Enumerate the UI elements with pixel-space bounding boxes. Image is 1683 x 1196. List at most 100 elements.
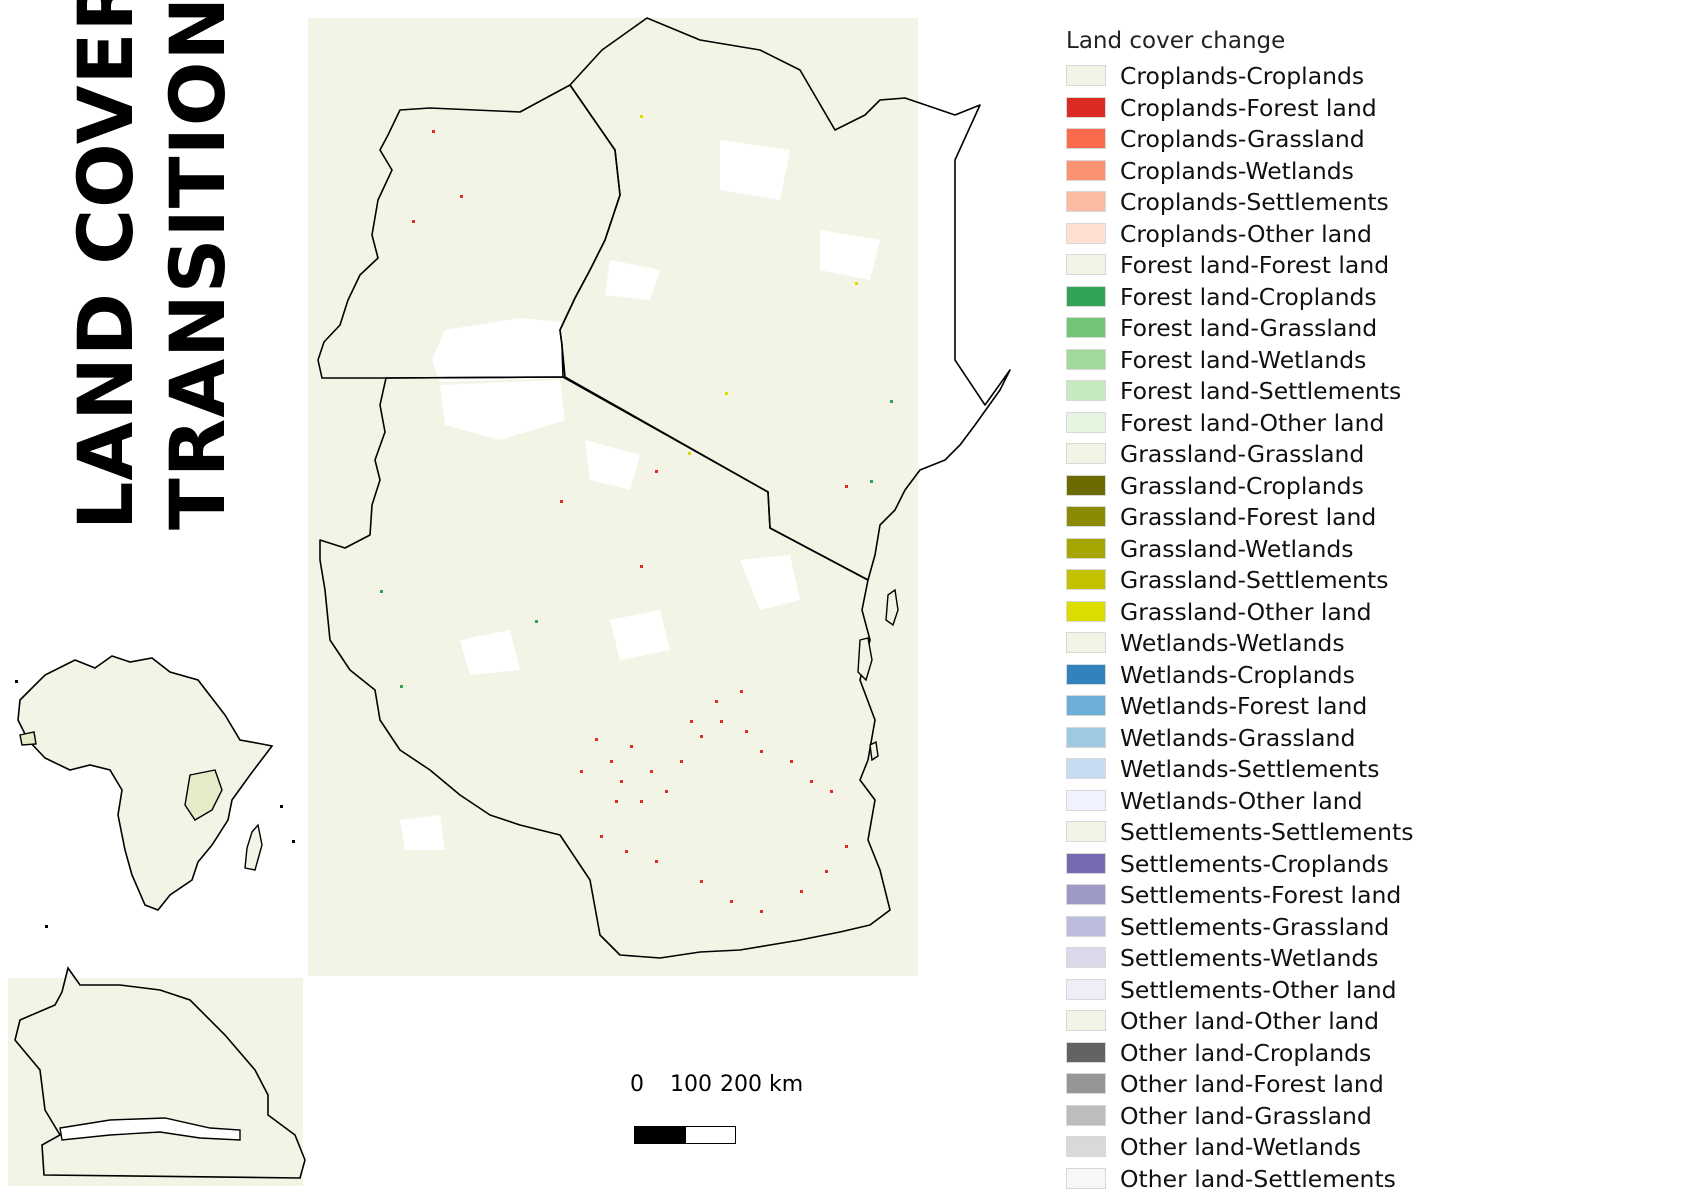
legend-label: Other land-Wetlands: [1120, 1133, 1361, 1161]
legend-label: Settlements-Forest land: [1120, 881, 1401, 909]
legend-label: Grassland-Other land: [1120, 598, 1372, 626]
legend-label: Grassland-Settlements: [1120, 566, 1388, 594]
legend-item: Croplands-Grassland: [1066, 125, 1285, 157]
legend-item: Wetlands-Forest land: [1066, 692, 1285, 724]
legend-swatch: [1066, 853, 1106, 874]
legend-item: Croplands-Wetlands: [1066, 157, 1285, 189]
legend-item: Settlements-Wetlands: [1066, 944, 1285, 976]
legend-item: Other land-Forest land: [1066, 1070, 1285, 1102]
legend-title: Land cover change: [1066, 26, 1285, 56]
legend-swatch: [1066, 475, 1106, 496]
legend-swatch: [1066, 254, 1106, 275]
legend-item: Forest land-Other land: [1066, 409, 1285, 441]
legend-item: Settlements-Grassland: [1066, 913, 1285, 945]
legend-label: Croplands-Settlements: [1120, 188, 1389, 216]
legend-item: Wetlands-Wetlands: [1066, 629, 1285, 661]
africa-inset: [15, 656, 295, 928]
legend-item: Wetlands-Settlements: [1066, 755, 1285, 787]
legend-label: Settlements-Settlements: [1120, 818, 1413, 846]
legend-item: Croplands-Forest land: [1066, 94, 1285, 126]
legend-item: Croplands-Other land: [1066, 220, 1285, 252]
legend-item: Forest land-Croplands: [1066, 283, 1285, 315]
legend-label: Wetlands-Settlements: [1120, 755, 1380, 783]
legend-item: Other land-Other land: [1066, 1007, 1285, 1039]
legend-item: Forest land-Grassland: [1066, 314, 1285, 346]
legend-item: Wetlands-Grassland: [1066, 724, 1285, 756]
inset-highlight-senegal: [20, 732, 36, 745]
legend-item: Other land-Grassland: [1066, 1102, 1285, 1134]
legend-swatch: [1066, 317, 1106, 338]
legend-label: Forest land-Settlements: [1120, 377, 1401, 405]
legend-item: Settlements-Forest land: [1066, 881, 1285, 913]
legend-swatch: [1066, 412, 1106, 433]
legend-swatch: [1066, 916, 1106, 937]
legend-label: Croplands-Forest land: [1120, 94, 1377, 122]
legend-swatch: [1066, 758, 1106, 779]
scale-labels: 0 100 200 km: [634, 1128, 834, 1158]
legend-swatch: [1066, 664, 1106, 685]
legend-item: Grassland-Croplands: [1066, 472, 1285, 504]
legend-label: Forest land-Grassland: [1120, 314, 1377, 342]
legend-item: Forest land-Wetlands: [1066, 346, 1285, 378]
legend-swatch: [1066, 538, 1106, 559]
legend-item: Croplands-Croplands: [1066, 62, 1285, 94]
legend-label: Forest land-Wetlands: [1120, 346, 1366, 374]
scale-label-0: 0: [630, 1072, 644, 1097]
legend-label: Other land-Grassland: [1120, 1102, 1372, 1130]
legend-label: Other land-Forest land: [1120, 1070, 1384, 1098]
legend-label: Grassland-Croplands: [1120, 472, 1364, 500]
mafia-island: [870, 742, 878, 760]
legend-item: Wetlands-Other land: [1066, 787, 1285, 819]
legend-item: Grassland-Settlements: [1066, 566, 1285, 598]
legend-item: Other land-Settlements: [1066, 1165, 1285, 1196]
legend-swatch: [1066, 1105, 1106, 1126]
legend-swatch: [1066, 223, 1106, 244]
legend-swatch: [1066, 1136, 1106, 1157]
legend-swatch: [1066, 1010, 1106, 1031]
legend-label: Wetlands-Grassland: [1120, 724, 1355, 752]
legend-label: Forest land-Other land: [1120, 409, 1384, 437]
legend-label: Wetlands-Wetlands: [1120, 629, 1345, 657]
legend-swatch: [1066, 632, 1106, 653]
legend-item: Other land-Croplands: [1066, 1039, 1285, 1071]
legend-label: Settlements-Wetlands: [1120, 944, 1379, 972]
legend-item: Settlements-Croplands: [1066, 850, 1285, 882]
legend-item: Settlements-Settlements: [1066, 818, 1285, 850]
legend-swatch: [1066, 443, 1106, 464]
main-map-raster: [308, 18, 918, 976]
legend-swatch: [1066, 790, 1106, 811]
legend-swatch: [1066, 569, 1106, 590]
legend-item: Grassland-Wetlands: [1066, 535, 1285, 567]
legend-item: Forest land-Settlements: [1066, 377, 1285, 409]
legend-item: Croplands-Settlements: [1066, 188, 1285, 220]
legend-label: Settlements-Croplands: [1120, 850, 1389, 878]
legend-swatch: [1066, 727, 1106, 748]
legend-label: Other land-Croplands: [1120, 1039, 1371, 1067]
legend-swatch: [1066, 380, 1106, 401]
legend-swatch: [1066, 128, 1106, 149]
legend-swatch: [1066, 821, 1106, 842]
legend-label: Croplands-Other land: [1120, 220, 1372, 248]
legend-swatch: [1066, 1073, 1106, 1094]
legend-swatch: [1066, 160, 1106, 181]
legend-label: Settlements-Grassland: [1120, 913, 1389, 941]
legend-item: Grassland-Grassland: [1066, 440, 1285, 472]
scale-label-100: 100: [670, 1072, 712, 1097]
africa-outline: [18, 656, 272, 910]
legend-swatch: [1066, 506, 1106, 527]
legend-label: Croplands-Croplands: [1120, 62, 1364, 90]
legend-swatch: [1066, 97, 1106, 118]
legend-swatch: [1066, 947, 1106, 968]
legend-swatch: [1066, 884, 1106, 905]
legend-item: Wetlands-Croplands: [1066, 661, 1285, 693]
legend-item: Other land-Wetlands: [1066, 1133, 1285, 1165]
legend-swatch: [1066, 1042, 1106, 1063]
legend-item: Grassland-Other land: [1066, 598, 1285, 630]
legend-label: Wetlands-Other land: [1120, 787, 1363, 815]
legend-swatch: [1066, 65, 1106, 86]
legend-swatch: [1066, 191, 1106, 212]
legend-label: Grassland-Wetlands: [1120, 535, 1354, 563]
legend-item: Forest land-Forest land: [1066, 251, 1285, 283]
